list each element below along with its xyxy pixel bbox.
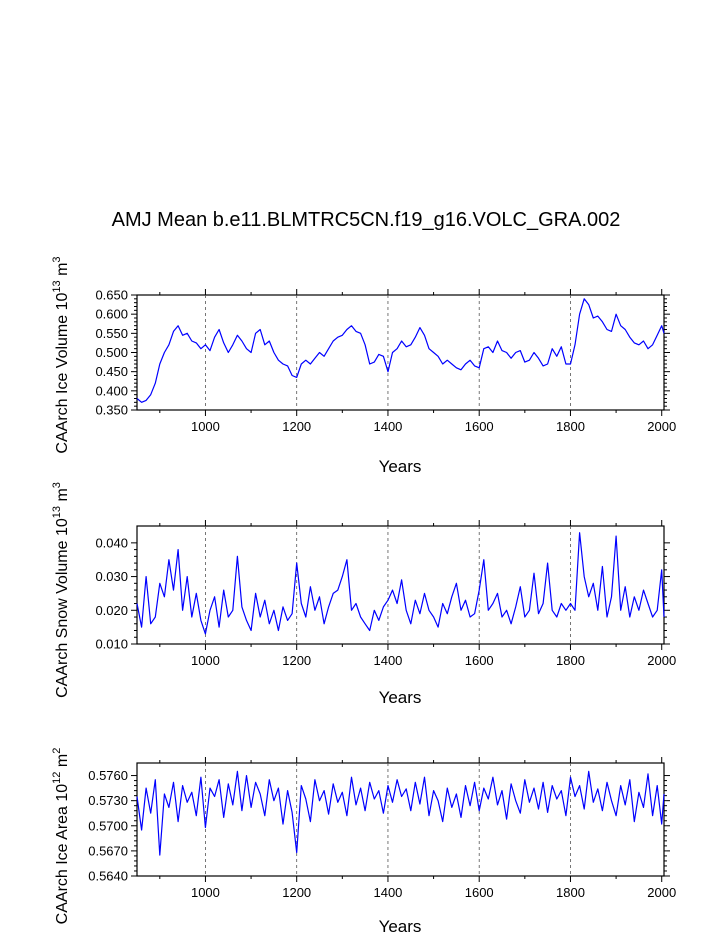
ice-volume-ytick-label-0.500: 0.500 bbox=[95, 345, 128, 360]
ice-area-xtick-label-2000: 2000 bbox=[647, 885, 676, 900]
ice-area-xtick-label-1600: 1600 bbox=[465, 885, 494, 900]
ice-area-ytick-label-0.5700: 0.5700 bbox=[88, 818, 128, 833]
ice-area-xtick-label-1200: 1200 bbox=[282, 885, 311, 900]
ice-volume-ytick-label-0.550: 0.550 bbox=[95, 326, 128, 341]
ice-area-ytick-label-0.5760: 0.5760 bbox=[88, 768, 128, 783]
snow-volume-tickmarks bbox=[131, 520, 670, 650]
ice-area-ylabel-unit-exponent: 2 bbox=[51, 748, 63, 754]
ice-volume-series-line bbox=[136, 298, 665, 403]
snow-volume-xtick-label-1600: 1600 bbox=[465, 653, 494, 668]
ice-area-ylabel-exponent: 12 bbox=[51, 772, 63, 784]
panel-snow-volume: 1000 1200 1400 1600 1800 2000 0.010 0.020 0.030… bbox=[51, 482, 676, 707]
ice-area-ytick-label-0.5730: 0.5730 bbox=[88, 793, 128, 808]
ice-volume-xtick-label-1600: 1600 bbox=[465, 419, 494, 434]
ice-volume-ylabel-unit-exponent: 3 bbox=[51, 256, 63, 262]
ice-area-plot-frame bbox=[136, 762, 665, 877]
ice-volume-ylabel-unit: m bbox=[54, 263, 71, 281]
ice-area-x-axis-label: Years bbox=[379, 917, 422, 935]
ice-area-y-axis-label: CAArch Ice Area 1012 m2 bbox=[51, 748, 71, 925]
ice-volume-xtick-label-1200: 1200 bbox=[282, 419, 311, 434]
ice-volume-xtick-label-2000: 2000 bbox=[647, 419, 676, 434]
snow-volume-ytick-label-0.020: 0.020 bbox=[95, 603, 128, 618]
ice-area-tickmarks bbox=[131, 757, 670, 882]
snow-volume-ylabel-unit-exponent: 3 bbox=[51, 482, 63, 488]
ice-volume-ylabel-exponent: 13 bbox=[51, 280, 63, 292]
ice-area-y-tick-labels: 0.5640 0.5670 0.5700 0.5730 0.5760 bbox=[88, 768, 128, 883]
ice-volume-plot-frame bbox=[136, 294, 665, 411]
snow-volume-x-tick-labels: 1000 1200 1400 1600 1800 2000 bbox=[191, 653, 676, 668]
ice-volume-xtick-label-1800: 1800 bbox=[556, 419, 585, 434]
snow-volume-xtick-label-1400: 1400 bbox=[373, 653, 402, 668]
snow-volume-ytick-label-0.010: 0.010 bbox=[95, 637, 128, 652]
ice-volume-x-tick-labels: 1000 1200 1400 1600 1800 2000 bbox=[191, 419, 676, 434]
snow-volume-plot-frame bbox=[136, 525, 665, 645]
ice-volume-ytick-label-0.600: 0.600 bbox=[95, 307, 128, 322]
snow-volume-xtick-label-2000: 2000 bbox=[647, 653, 676, 668]
snow-volume-series-line bbox=[136, 532, 665, 635]
snow-volume-xtick-label-1200: 1200 bbox=[282, 653, 311, 668]
ice-area-series-line bbox=[136, 770, 665, 856]
snow-volume-ylabel-exponent: 13 bbox=[51, 506, 63, 518]
snow-volume-ylabel-unit: m bbox=[54, 488, 71, 506]
ice-area-xtick-label-1000: 1000 bbox=[191, 885, 220, 900]
ice-area-ytick-label-0.5670: 0.5670 bbox=[88, 843, 128, 858]
snow-volume-xtick-label-1800: 1800 bbox=[556, 653, 585, 668]
snow-volume-ytick-label-0.040: 0.040 bbox=[95, 535, 128, 550]
ice-area-xtick-label-1800: 1800 bbox=[556, 885, 585, 900]
ice-volume-xtick-label-1000: 1000 bbox=[191, 419, 220, 434]
ice-volume-ytick-label-0.400: 0.400 bbox=[95, 383, 128, 398]
ice-volume-ytick-label-0.650: 0.650 bbox=[95, 288, 128, 303]
ice-volume-ytick-label-0.450: 0.450 bbox=[95, 364, 128, 379]
snow-volume-ylabel-main: CAArch Snow Volume 10 bbox=[54, 518, 71, 698]
ice-volume-ylabel-main: CAArch Ice Volume 10 bbox=[54, 292, 71, 453]
figure-title: AMJ Mean b.e11.BLMTRC5CN.f19_g16.VOLC_GR… bbox=[112, 209, 621, 231]
ice-area-ylabel-main: CAArch Ice Area 10 bbox=[54, 784, 71, 925]
panel-ice-volume: 1000 1200 1400 1600 1800 2000 0.350 0.400 0.450… bbox=[51, 256, 676, 476]
ice-volume-y-tick-labels: 0.350 0.400 0.450 0.500 0.550 0.600 0.650 bbox=[95, 288, 128, 418]
panel-ice-area: 1000 1200 1400 1600 1800 2000 0.56400.56700.5… bbox=[51, 748, 676, 935]
snow-volume-ytick-label-0.030: 0.030 bbox=[95, 569, 128, 584]
ice-volume-y-axis-label: CAArch Ice Volume 1013 m3 bbox=[51, 256, 71, 453]
ice-volume-x-axis-label: Years bbox=[379, 457, 422, 476]
ice-volume-xtick-label-1400: 1400 bbox=[373, 419, 402, 434]
snow-volume-y-tick-labels: 0.010 0.020 0.030 0.040 bbox=[95, 535, 128, 651]
snow-volume-x-axis-label: Years bbox=[379, 688, 422, 707]
ice-area-xtick-label-1400: 1400 bbox=[373, 885, 402, 900]
ice-area-ytick-label-0.5640: 0.5640 bbox=[88, 869, 128, 884]
ice-area-ylabel-unit: m bbox=[54, 754, 71, 772]
snow-volume-y-axis-label: CAArch Snow Volume 1013 m3 bbox=[51, 482, 71, 698]
ice-area-x-tick-labels: 1000 1200 1400 1600 1800 2000 bbox=[191, 885, 676, 900]
ice-area-gridlines bbox=[205, 763, 571, 876]
snow-volume-gridlines bbox=[205, 526, 571, 644]
snow-volume-xtick-label-1000: 1000 bbox=[191, 653, 220, 668]
ice-volume-ytick-label-0.350: 0.350 bbox=[95, 403, 128, 418]
ice-volume-tickmarks bbox=[131, 289, 670, 416]
ice-volume-gridlines bbox=[205, 295, 571, 410]
